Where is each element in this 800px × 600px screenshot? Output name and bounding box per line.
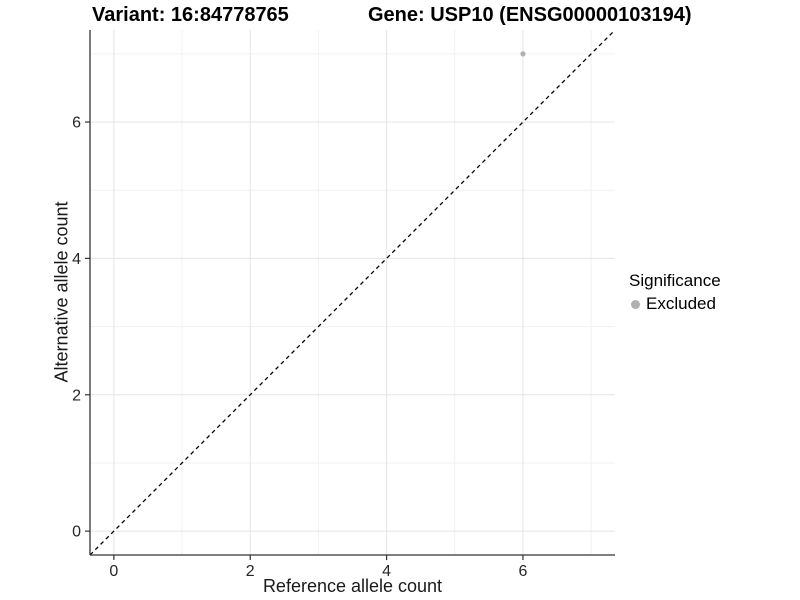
identity-line (89, 29, 616, 556)
x-axis-title: Reference allele count (262, 576, 443, 596)
y-tick-label: 6 (72, 115, 81, 132)
x-tick-label: 2 (246, 563, 255, 580)
x-tick-label: 6 (519, 563, 528, 580)
plot-title-gene: Gene: USP10 (ENSG00000103194) (368, 4, 692, 26)
y-tick-label: 0 (72, 524, 81, 541)
y-tick-label: 4 (72, 251, 81, 268)
legend-point-icon (631, 299, 640, 309)
x-tick-label: 0 (109, 563, 118, 580)
legend: Significance Excluded (629, 271, 721, 314)
x-tick-label: 4 (382, 563, 391, 580)
y-axis-title: Alternative allele count (51, 201, 72, 383)
legend-item-excluded: Excluded (631, 294, 721, 314)
legend-item-label: Excluded (646, 294, 716, 313)
legend-title: Significance (629, 271, 721, 290)
y-tick-label: 2 (72, 387, 81, 404)
data-point (520, 51, 526, 57)
plot-title-variant: Variant: 16:84778765 (92, 4, 289, 26)
